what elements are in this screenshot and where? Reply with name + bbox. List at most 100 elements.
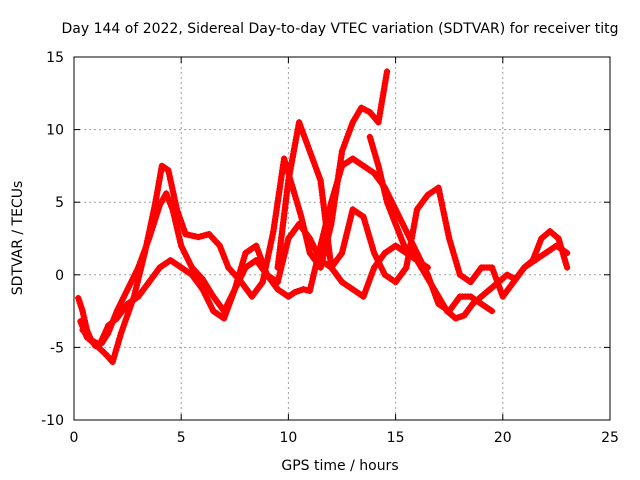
- data-point-marker: [136, 270, 143, 277]
- data-point-marker: [313, 260, 320, 267]
- data-point-marker: [132, 287, 139, 294]
- data-point-marker: [367, 136, 374, 143]
- data-point-marker: [282, 161, 290, 168]
- data-point-marker: [556, 238, 563, 245]
- data-point-marker: [256, 251, 263, 258]
- data-point-marker: [168, 182, 175, 189]
- data-point-marker: [295, 119, 303, 126]
- data-point-marker: [365, 278, 372, 286]
- data-point-marker: [301, 228, 309, 236]
- data-point-marker: [363, 224, 370, 232]
- data-point-marker: [303, 237, 311, 245]
- data-point-marker: [337, 168, 344, 175]
- data-point-marker: [307, 284, 314, 291]
- data-point-marker: [302, 136, 309, 143]
- data-point-marker: [506, 273, 514, 280]
- data-point-marker: [260, 262, 267, 270]
- data-point-marker: [343, 229, 351, 236]
- data-point-marker: [361, 216, 368, 223]
- data-point-marker: [503, 271, 511, 278]
- data-point-marker: [366, 235, 374, 243]
- data-point-marker: [173, 224, 181, 231]
- data-point-marker: [169, 188, 177, 195]
- data-point-marker: [234, 277, 241, 285]
- data-point-marker: [446, 238, 454, 245]
- data-point-marker: [379, 180, 386, 188]
- data-point-marker: [344, 226, 351, 233]
- data-point-marker: [233, 280, 240, 287]
- data-point-marker: [112, 347, 120, 354]
- data-point-marker: [170, 191, 177, 198]
- y-tick-label: -5: [50, 340, 64, 356]
- data-point-marker: [275, 275, 282, 283]
- data-point-marker: [562, 258, 569, 265]
- data-point-marker: [280, 155, 288, 162]
- data-point-marker: [261, 265, 269, 273]
- x-tick-label: 20: [494, 430, 512, 446]
- data-point-marker: [362, 287, 369, 294]
- data-point-marker: [295, 204, 302, 212]
- data-point-marker: [111, 350, 119, 357]
- data-point-marker: [225, 303, 232, 310]
- data-point-marker: [239, 260, 246, 268]
- data-point-marker: [298, 124, 305, 132]
- data-point-marker: [370, 145, 377, 152]
- data-point-marker: [258, 257, 265, 264]
- data-point-marker: [119, 324, 127, 331]
- x-tick-label: 15: [387, 430, 405, 446]
- data-point-marker: [300, 225, 308, 233]
- data-point-marker: [283, 241, 291, 248]
- data-point-marker: [346, 217, 354, 225]
- x-tick-label: 10: [279, 430, 297, 446]
- data-point-marker: [318, 239, 325, 247]
- data-point-marker: [303, 139, 310, 146]
- data-point-marker: [358, 104, 365, 112]
- data-point-marker: [315, 171, 322, 178]
- data-point-marker: [165, 170, 173, 177]
- data-point-marker: [326, 204, 334, 212]
- data-point-marker: [124, 310, 132, 317]
- data-point-marker: [365, 230, 372, 237]
- data-point-marker: [165, 167, 172, 174]
- data-point-marker: [377, 171, 384, 179]
- data-point-marker: [223, 309, 230, 316]
- data-point-marker: [299, 219, 306, 226]
- data-point-marker: [120, 321, 128, 328]
- data-point-marker: [294, 201, 302, 209]
- data-point-marker: [134, 278, 141, 286]
- data-point-marker: [226, 300, 233, 308]
- data-point-marker: [299, 127, 306, 135]
- data-point-marker: [234, 274, 242, 282]
- data-point-marker: [169, 185, 176, 192]
- data-point-marker: [491, 270, 498, 277]
- y-tick-label: 15: [46, 50, 64, 66]
- axis-ticks: 0 5 10 15 20 25 -10 -5 0 5 10 15: [41, 50, 619, 446]
- data-point-marker: [341, 238, 349, 245]
- data-point-marker: [496, 284, 503, 292]
- data-point-marker: [382, 192, 389, 200]
- data-point-marker: [558, 246, 566, 254]
- data-point-marker: [237, 266, 244, 273]
- data-point-marker: [320, 252, 327, 260]
- data-point-marker: [171, 194, 178, 201]
- data-point-marker: [290, 187, 297, 194]
- data-point-marker: [557, 241, 564, 248]
- data-point-marker: [114, 341, 121, 348]
- data-point-marker: [235, 272, 243, 279]
- data-point-marker: [362, 221, 370, 229]
- data-point-marker: [454, 263, 461, 270]
- data-point-marker: [133, 281, 141, 289]
- data-point-marker: [253, 242, 260, 249]
- data-point-marker: [231, 286, 238, 293]
- data-point-marker: [489, 267, 497, 274]
- data-point-marker: [378, 174, 385, 182]
- data-point-marker: [140, 255, 147, 263]
- data-point-marker: [340, 244, 347, 251]
- data-point-marker: [371, 151, 379, 158]
- data-point-marker: [333, 182, 340, 189]
- data-point-marker: [229, 291, 236, 299]
- data-point-marker: [255, 248, 262, 255]
- data-point-marker: [361, 219, 369, 226]
- data-point-marker: [452, 315, 459, 322]
